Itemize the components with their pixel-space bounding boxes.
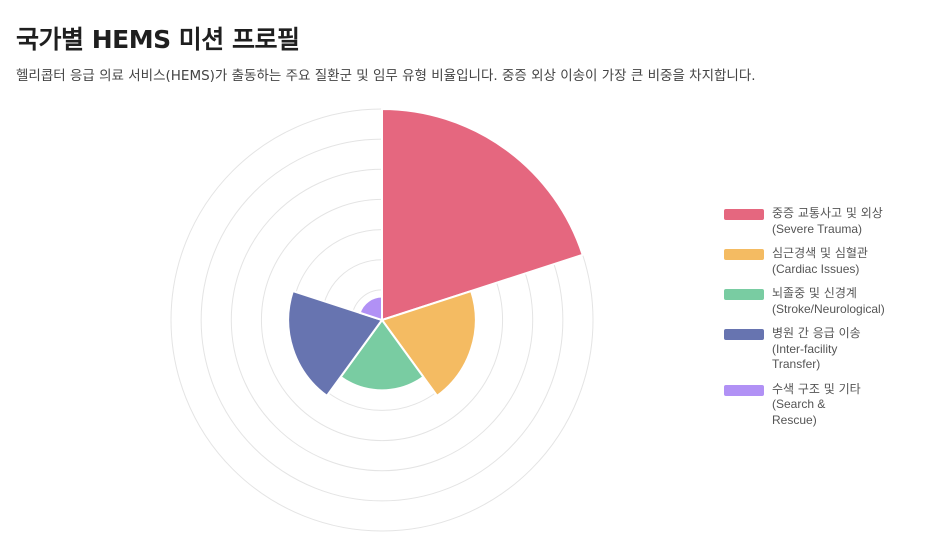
chart-slices (287, 108, 584, 397)
legend-swatch (724, 249, 764, 260)
legend-label-line1: 뇌졸중 및 신경계 (772, 286, 857, 300)
legend-label-line1: 중증 교통사고 및 외상 (772, 206, 883, 220)
slice-5[interactable] (358, 295, 383, 321)
legend-swatch (724, 289, 764, 300)
legend-item-4[interactable]: 병원 간 응급 이송 (Inter-facility Transfer) (724, 326, 934, 373)
legend-label-line3: Rescue) (772, 412, 817, 427)
legend-swatch (724, 209, 764, 220)
legend-label: 뇌졸중 및 신경계 (Stroke/Neurological) (772, 286, 885, 317)
legend-swatch (724, 384, 764, 396)
legend-label-line1: 수색 구조 및 기타 (772, 381, 861, 396)
page-title: 국가별 HEMS 미션 프로필 (16, 25, 300, 54)
legend-item-5[interactable]: 수색 구조 및 기타 (Search & Rescue) (724, 382, 934, 429)
legend-label-line2: (Stroke/Neurological) (772, 301, 885, 316)
slice-1[interactable] (381, 108, 584, 321)
legend-label-line2: (Search & (772, 397, 826, 411)
chart-legend: 중증 교통사고 및 외상 (Severe Trauma) 심근경색 및 심혈관 (Ca… (724, 206, 934, 437)
legend-label-line2: (Severe Trauma) (772, 221, 863, 236)
legend-label-line1: 심근경색 및 심혈관 (772, 246, 868, 260)
legend-label-line1: 병원 간 응급 이송 (772, 326, 861, 340)
legend-label: 중증 교통사고 및 외상 (Severe Trauma) (772, 206, 883, 237)
legend-label-line2: (Cardiac Issues) (772, 261, 860, 276)
legend-label: 심근경색 및 심혈관 (Cardiac Issues) (772, 246, 868, 277)
page-subtitle: 헬리콥터 응급 의료 서비스(HEMS)가 출동하는 주요 질환군 및 임무 유… (16, 68, 756, 84)
slice-3[interactable] (339, 319, 425, 392)
legend-item-2[interactable]: 심근경색 및 심혈관 (Cardiac Issues) (724, 246, 934, 277)
legend-item-3[interactable]: 뇌졸중 및 신경계 (Stroke/Neurological) (724, 286, 934, 317)
legend-swatch (724, 329, 764, 340)
legend-label: 병원 간 응급 이송 (Inter-facility Transfer) (772, 326, 861, 373)
slice-2[interactable] (381, 290, 477, 397)
slice-4[interactable] (287, 290, 383, 397)
legend-label-line3: Transfer) (772, 357, 821, 371)
legend-item-1[interactable]: 중증 교통사고 및 외상 (Severe Trauma) (724, 206, 934, 237)
legend-label-line2: (Inter-facility (772, 341, 838, 356)
legend-label: 수색 구조 및 기타 (Search & Rescue) (772, 382, 861, 429)
